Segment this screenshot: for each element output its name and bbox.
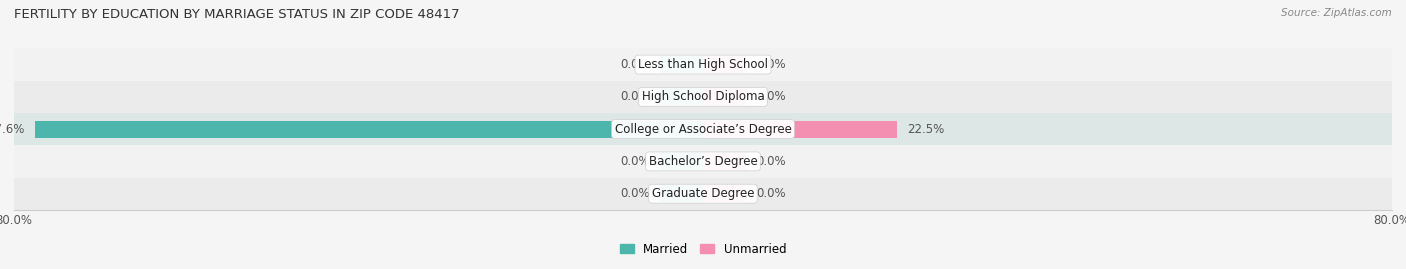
Bar (659, 89, 703, 105)
Bar (659, 56, 703, 73)
Text: Less than High School: Less than High School (638, 58, 768, 71)
Bar (703, 121, 897, 137)
Text: 0.0%: 0.0% (756, 90, 786, 103)
Text: 22.5%: 22.5% (907, 123, 945, 136)
Text: College or Associate’s Degree: College or Associate’s Degree (614, 123, 792, 136)
Bar (703, 153, 747, 170)
Text: 0.0%: 0.0% (756, 187, 786, 200)
Text: Graduate Degree: Graduate Degree (652, 187, 754, 200)
Text: FERTILITY BY EDUCATION BY MARRIAGE STATUS IN ZIP CODE 48417: FERTILITY BY EDUCATION BY MARRIAGE STATU… (14, 8, 460, 21)
Bar (14, 81, 1392, 113)
Legend: Married, Unmarried: Married, Unmarried (620, 243, 786, 256)
Text: 0.0%: 0.0% (620, 187, 650, 200)
Text: Bachelor’s Degree: Bachelor’s Degree (648, 155, 758, 168)
Bar (14, 145, 1392, 178)
Text: 0.0%: 0.0% (756, 58, 786, 71)
Text: 0.0%: 0.0% (620, 90, 650, 103)
Text: 0.0%: 0.0% (620, 155, 650, 168)
Bar (659, 153, 703, 170)
Text: 0.0%: 0.0% (620, 58, 650, 71)
Text: Source: ZipAtlas.com: Source: ZipAtlas.com (1281, 8, 1392, 18)
Bar (14, 48, 1392, 81)
Bar (703, 56, 747, 73)
Bar (35, 121, 703, 137)
Bar (14, 113, 1392, 145)
Bar (703, 185, 747, 202)
Text: 0.0%: 0.0% (756, 155, 786, 168)
Text: High School Diploma: High School Diploma (641, 90, 765, 103)
Text: 77.6%: 77.6% (0, 123, 24, 136)
Bar (14, 178, 1392, 210)
Bar (659, 185, 703, 202)
Bar (703, 89, 747, 105)
